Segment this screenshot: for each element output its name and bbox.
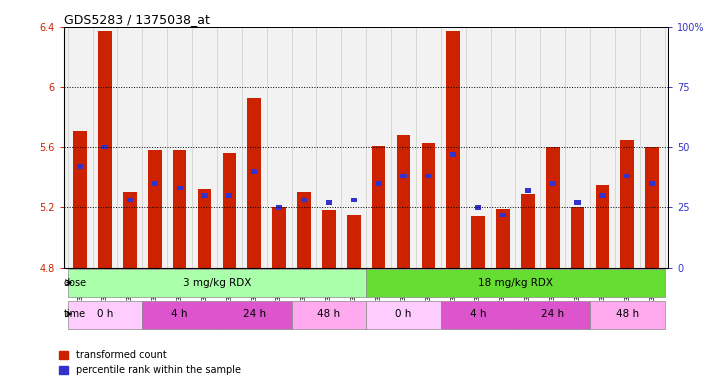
- Text: 0 h: 0 h: [97, 309, 113, 319]
- Bar: [98, 31, 112, 268]
- Bar: [148, 150, 161, 268]
- Bar: [326, 200, 332, 205]
- Bar: [223, 153, 236, 268]
- Legend: transformed count, percentile rank within the sample: transformed count, percentile rank withi…: [55, 346, 245, 379]
- Bar: [366, 269, 665, 297]
- Bar: [73, 131, 87, 268]
- Bar: [571, 207, 584, 268]
- Bar: [475, 205, 481, 210]
- Bar: [375, 181, 382, 185]
- Bar: [447, 31, 460, 268]
- Text: GDS5283 / 1375038_at: GDS5283 / 1375038_at: [64, 13, 210, 26]
- Bar: [574, 200, 581, 205]
- Text: 24 h: 24 h: [541, 309, 565, 319]
- Bar: [68, 301, 142, 329]
- Bar: [496, 209, 510, 268]
- Bar: [173, 150, 186, 268]
- Bar: [599, 193, 606, 198]
- Bar: [550, 181, 556, 185]
- Bar: [68, 269, 366, 297]
- Bar: [596, 185, 609, 268]
- Bar: [400, 174, 407, 178]
- Text: 48 h: 48 h: [616, 309, 639, 319]
- Bar: [198, 189, 211, 268]
- Text: 24 h: 24 h: [242, 309, 266, 319]
- Text: time: time: [64, 309, 86, 319]
- Bar: [397, 135, 410, 268]
- Bar: [646, 147, 659, 268]
- Bar: [226, 193, 232, 198]
- Bar: [123, 192, 137, 268]
- Bar: [624, 174, 631, 178]
- Bar: [471, 217, 485, 268]
- Bar: [347, 215, 360, 268]
- Bar: [151, 181, 158, 185]
- Bar: [351, 198, 357, 202]
- Bar: [515, 301, 590, 329]
- Text: 3 mg/kg RDX: 3 mg/kg RDX: [183, 278, 251, 288]
- Text: 18 mg/kg RDX: 18 mg/kg RDX: [478, 278, 553, 288]
- Bar: [176, 186, 183, 190]
- Text: 48 h: 48 h: [317, 309, 341, 319]
- Text: 4 h: 4 h: [470, 309, 486, 319]
- Bar: [590, 301, 665, 329]
- Bar: [441, 301, 515, 329]
- Bar: [422, 143, 435, 268]
- Bar: [272, 207, 286, 268]
- Bar: [217, 301, 292, 329]
- Bar: [201, 193, 208, 198]
- Bar: [425, 174, 432, 178]
- Bar: [366, 301, 441, 329]
- Bar: [142, 301, 217, 329]
- Text: 4 h: 4 h: [171, 309, 188, 319]
- Bar: [292, 301, 366, 329]
- Bar: [297, 192, 311, 268]
- Bar: [525, 189, 531, 193]
- Bar: [521, 194, 535, 268]
- Bar: [102, 145, 108, 149]
- Bar: [247, 98, 261, 268]
- Bar: [621, 140, 634, 268]
- Bar: [127, 198, 133, 202]
- Bar: [77, 164, 83, 169]
- Bar: [301, 198, 307, 202]
- Bar: [450, 152, 456, 157]
- Bar: [372, 146, 385, 268]
- Bar: [276, 205, 282, 210]
- Text: dose: dose: [64, 278, 87, 288]
- Bar: [322, 210, 336, 268]
- Bar: [649, 181, 656, 185]
- Text: 0 h: 0 h: [395, 309, 412, 319]
- Bar: [546, 147, 560, 268]
- Bar: [500, 212, 506, 217]
- Bar: [251, 169, 257, 174]
